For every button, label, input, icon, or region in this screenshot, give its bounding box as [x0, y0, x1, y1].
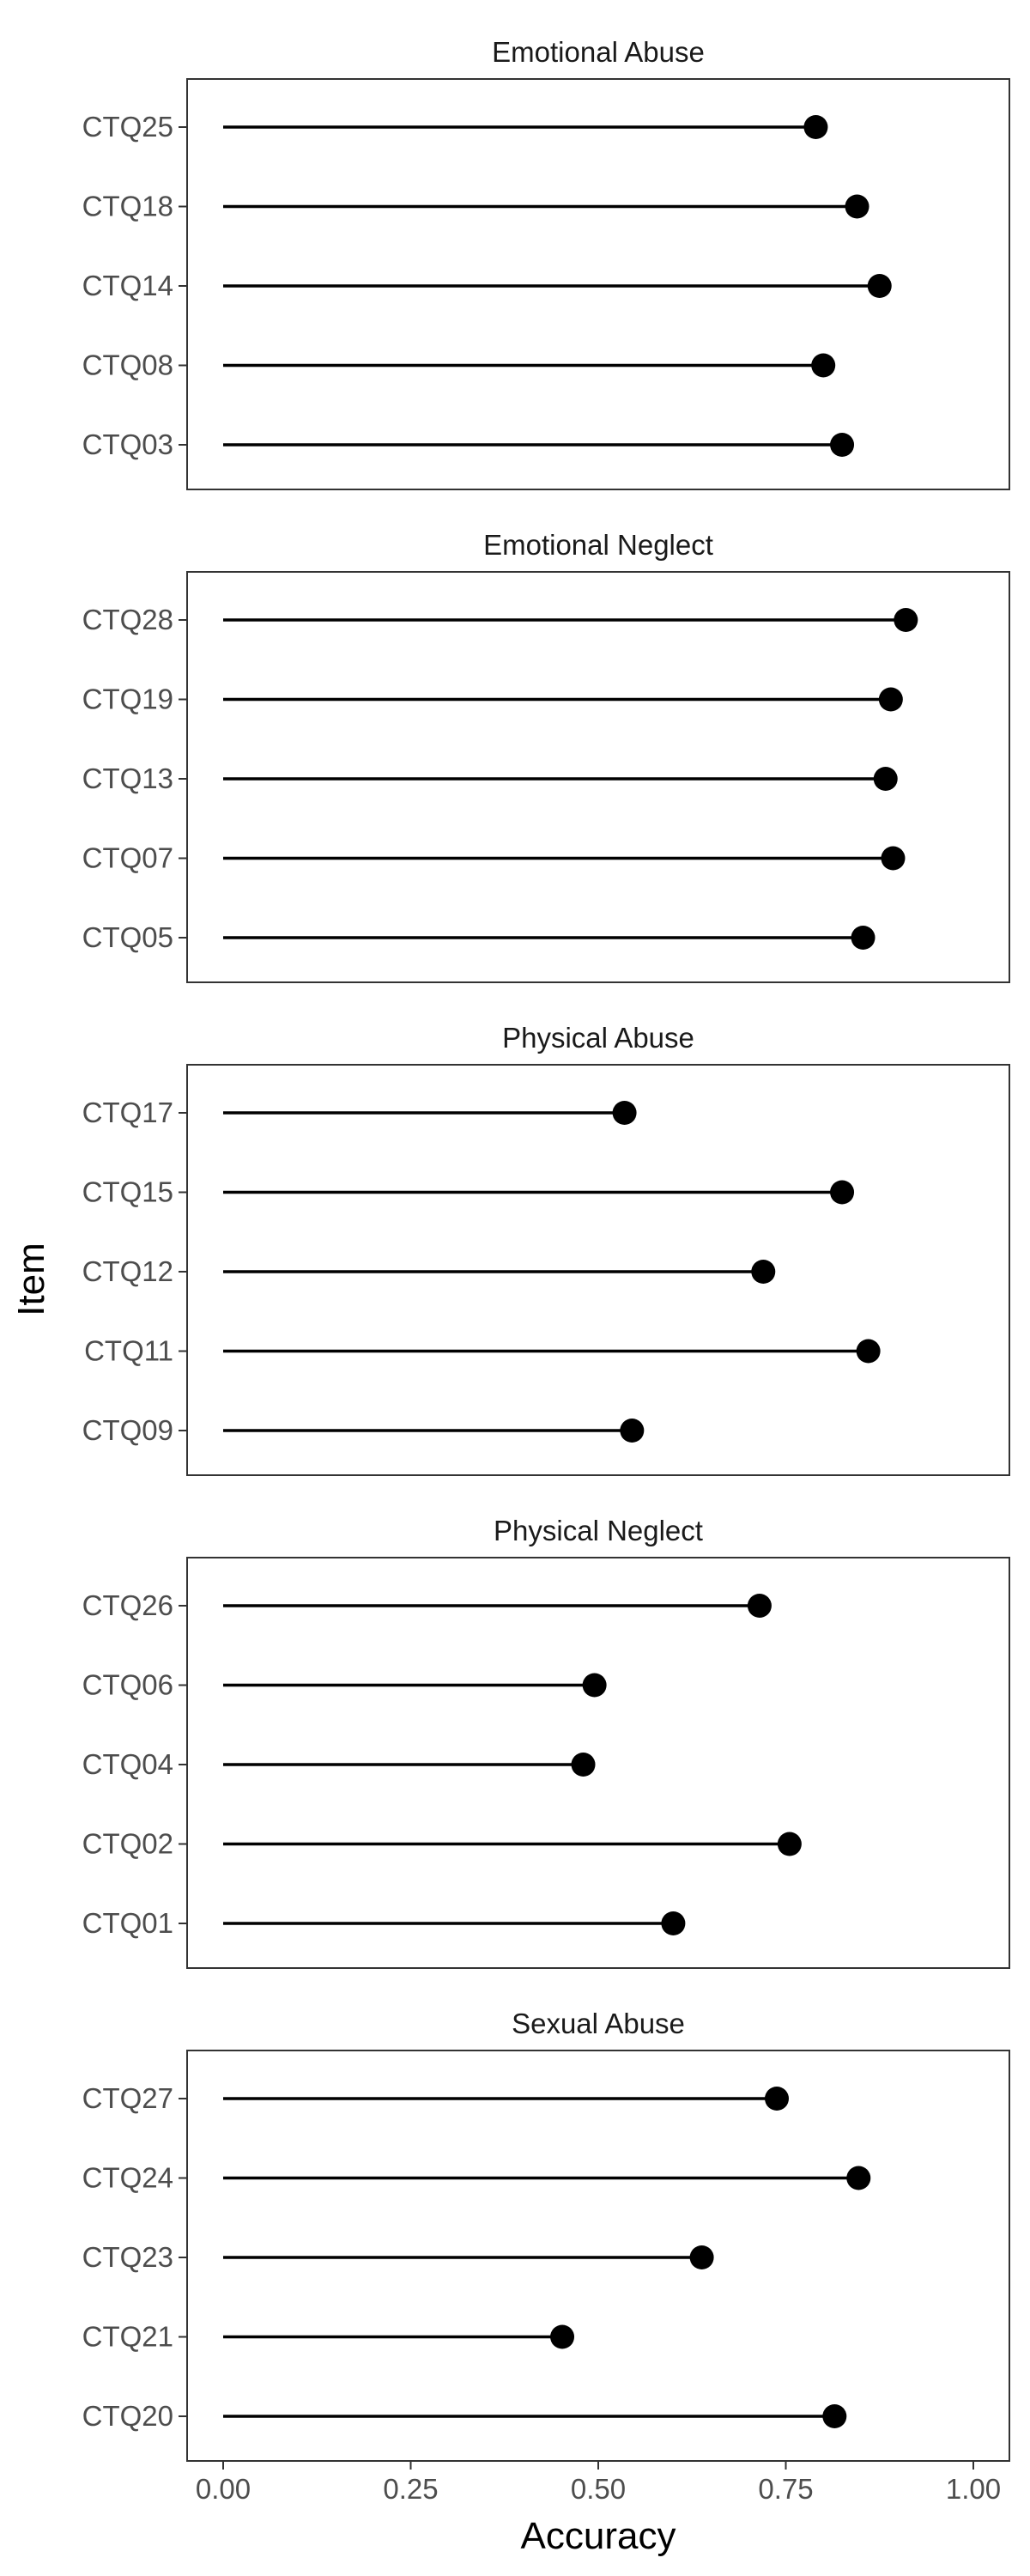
lollipop-point — [894, 608, 918, 632]
category-label: CTQ27 — [82, 2082, 173, 2114]
lollipop-point — [856, 1339, 881, 1364]
x-tick-label: 1.00 — [946, 2473, 1001, 2505]
category-label: CTQ11 — [84, 1335, 173, 1367]
lollipop-point — [751, 1260, 776, 1284]
category-label: CTQ02 — [82, 1828, 173, 1860]
panels-layer: Emotional Abuse CTQ25 CTQ18 CTQ14 CTQ08 CTQ03… — [82, 36, 1010, 2462]
lollipop-point — [571, 1753, 596, 1777]
category-label: CTQ01 — [82, 1907, 173, 1939]
panel-3: Physical Abuse CTQ17 CTQ15 CTQ12 CTQ11 CTQ09 — [82, 1022, 1010, 1476]
lollipop-point — [822, 2404, 847, 2428]
panel-title: Physical Abuse — [502, 1022, 694, 1054]
lollipop-point — [777, 1832, 802, 1856]
category-label: CTQ19 — [82, 683, 173, 715]
category-label: CTQ12 — [82, 1255, 173, 1287]
panel-5: Sexual Abuse CTQ27 CTQ24 CTQ23 CTQ21 CTQ20 — [82, 2008, 1010, 2462]
panel-2: Emotional Neglect CTQ28 CTQ19 CTQ13 CTQ07 CTQ… — [82, 529, 1010, 983]
category-label: CTQ07 — [82, 842, 173, 874]
x-tick-label: 0.50 — [571, 2473, 626, 2505]
panel-title: Emotional Neglect — [483, 529, 713, 561]
lollipop-point — [846, 2166, 871, 2190]
category-label: CTQ05 — [82, 921, 173, 953]
lollipop-point — [867, 274, 892, 298]
x-tick-label: 0.00 — [196, 2473, 251, 2505]
lollipop-point — [689, 2245, 714, 2269]
panel-4: Physical Neglect CTQ26 CTQ06 CTQ04 CTQ02 CTQ0… — [82, 1515, 1010, 1969]
panel-border — [186, 78, 1010, 490]
y-axis-title: Item — [10, 1242, 52, 1316]
category-label: CTQ28 — [82, 604, 173, 635]
category-label: CTQ24 — [82, 2162, 173, 2194]
category-label: CTQ08 — [82, 349, 173, 381]
lollipop-point — [811, 353, 836, 378]
category-label: CTQ04 — [82, 1748, 173, 1780]
panel-title: Emotional Abuse — [492, 36, 705, 68]
lollipop-point — [747, 1594, 772, 1618]
lollipop-point — [878, 687, 903, 712]
category-label: CTQ26 — [82, 1589, 173, 1621]
panel-1: Emotional Abuse CTQ25 CTQ18 CTQ14 CTQ08 CTQ03 — [82, 36, 1010, 490]
category-label: CTQ03 — [82, 428, 173, 460]
lollipop-point — [803, 115, 828, 139]
category-label: CTQ09 — [82, 1414, 173, 1446]
lollipop-point — [881, 846, 906, 871]
category-label: CTQ18 — [82, 191, 173, 222]
x-tick-label: 0.75 — [758, 2473, 813, 2505]
category-label: CTQ15 — [82, 1176, 173, 1208]
lollipop-point — [582, 1673, 607, 1698]
lollipop-point — [830, 433, 855, 457]
category-label: CTQ13 — [82, 762, 173, 794]
panel-title: Physical Neglect — [494, 1515, 703, 1546]
x-axis-title: Accuracy — [521, 2515, 676, 2557]
category-label: CTQ14 — [82, 270, 173, 301]
category-label: CTQ25 — [82, 111, 173, 143]
panel-border — [186, 2050, 1010, 2462]
panel-border — [186, 1064, 1010, 1476]
lollipop-point — [620, 1419, 645, 1443]
lollipop-point — [851, 926, 876, 950]
x-tick-label: 0.25 — [383, 2473, 438, 2505]
lollipop-point — [873, 767, 898, 791]
lollipop-point — [765, 2087, 790, 2111]
panel-border — [186, 1557, 1010, 1969]
lollipop-point — [612, 1101, 637, 1125]
category-label: CTQ20 — [82, 2400, 173, 2432]
lollipop-point — [845, 194, 869, 219]
lollipop-point — [550, 2324, 575, 2349]
category-label: CTQ23 — [82, 2241, 173, 2273]
category-label: CTQ06 — [82, 1669, 173, 1701]
x-axis: 0.00 0.25 0.50 0.75 1.00 — [196, 2461, 1001, 2505]
category-label: CTQ21 — [82, 2321, 173, 2353]
lollipop-point — [830, 1180, 855, 1205]
panel-border — [186, 571, 1010, 983]
lollipop-point — [661, 1911, 686, 1935]
panel-title: Sexual Abuse — [512, 2008, 685, 2039]
category-label: CTQ17 — [82, 1097, 173, 1128]
